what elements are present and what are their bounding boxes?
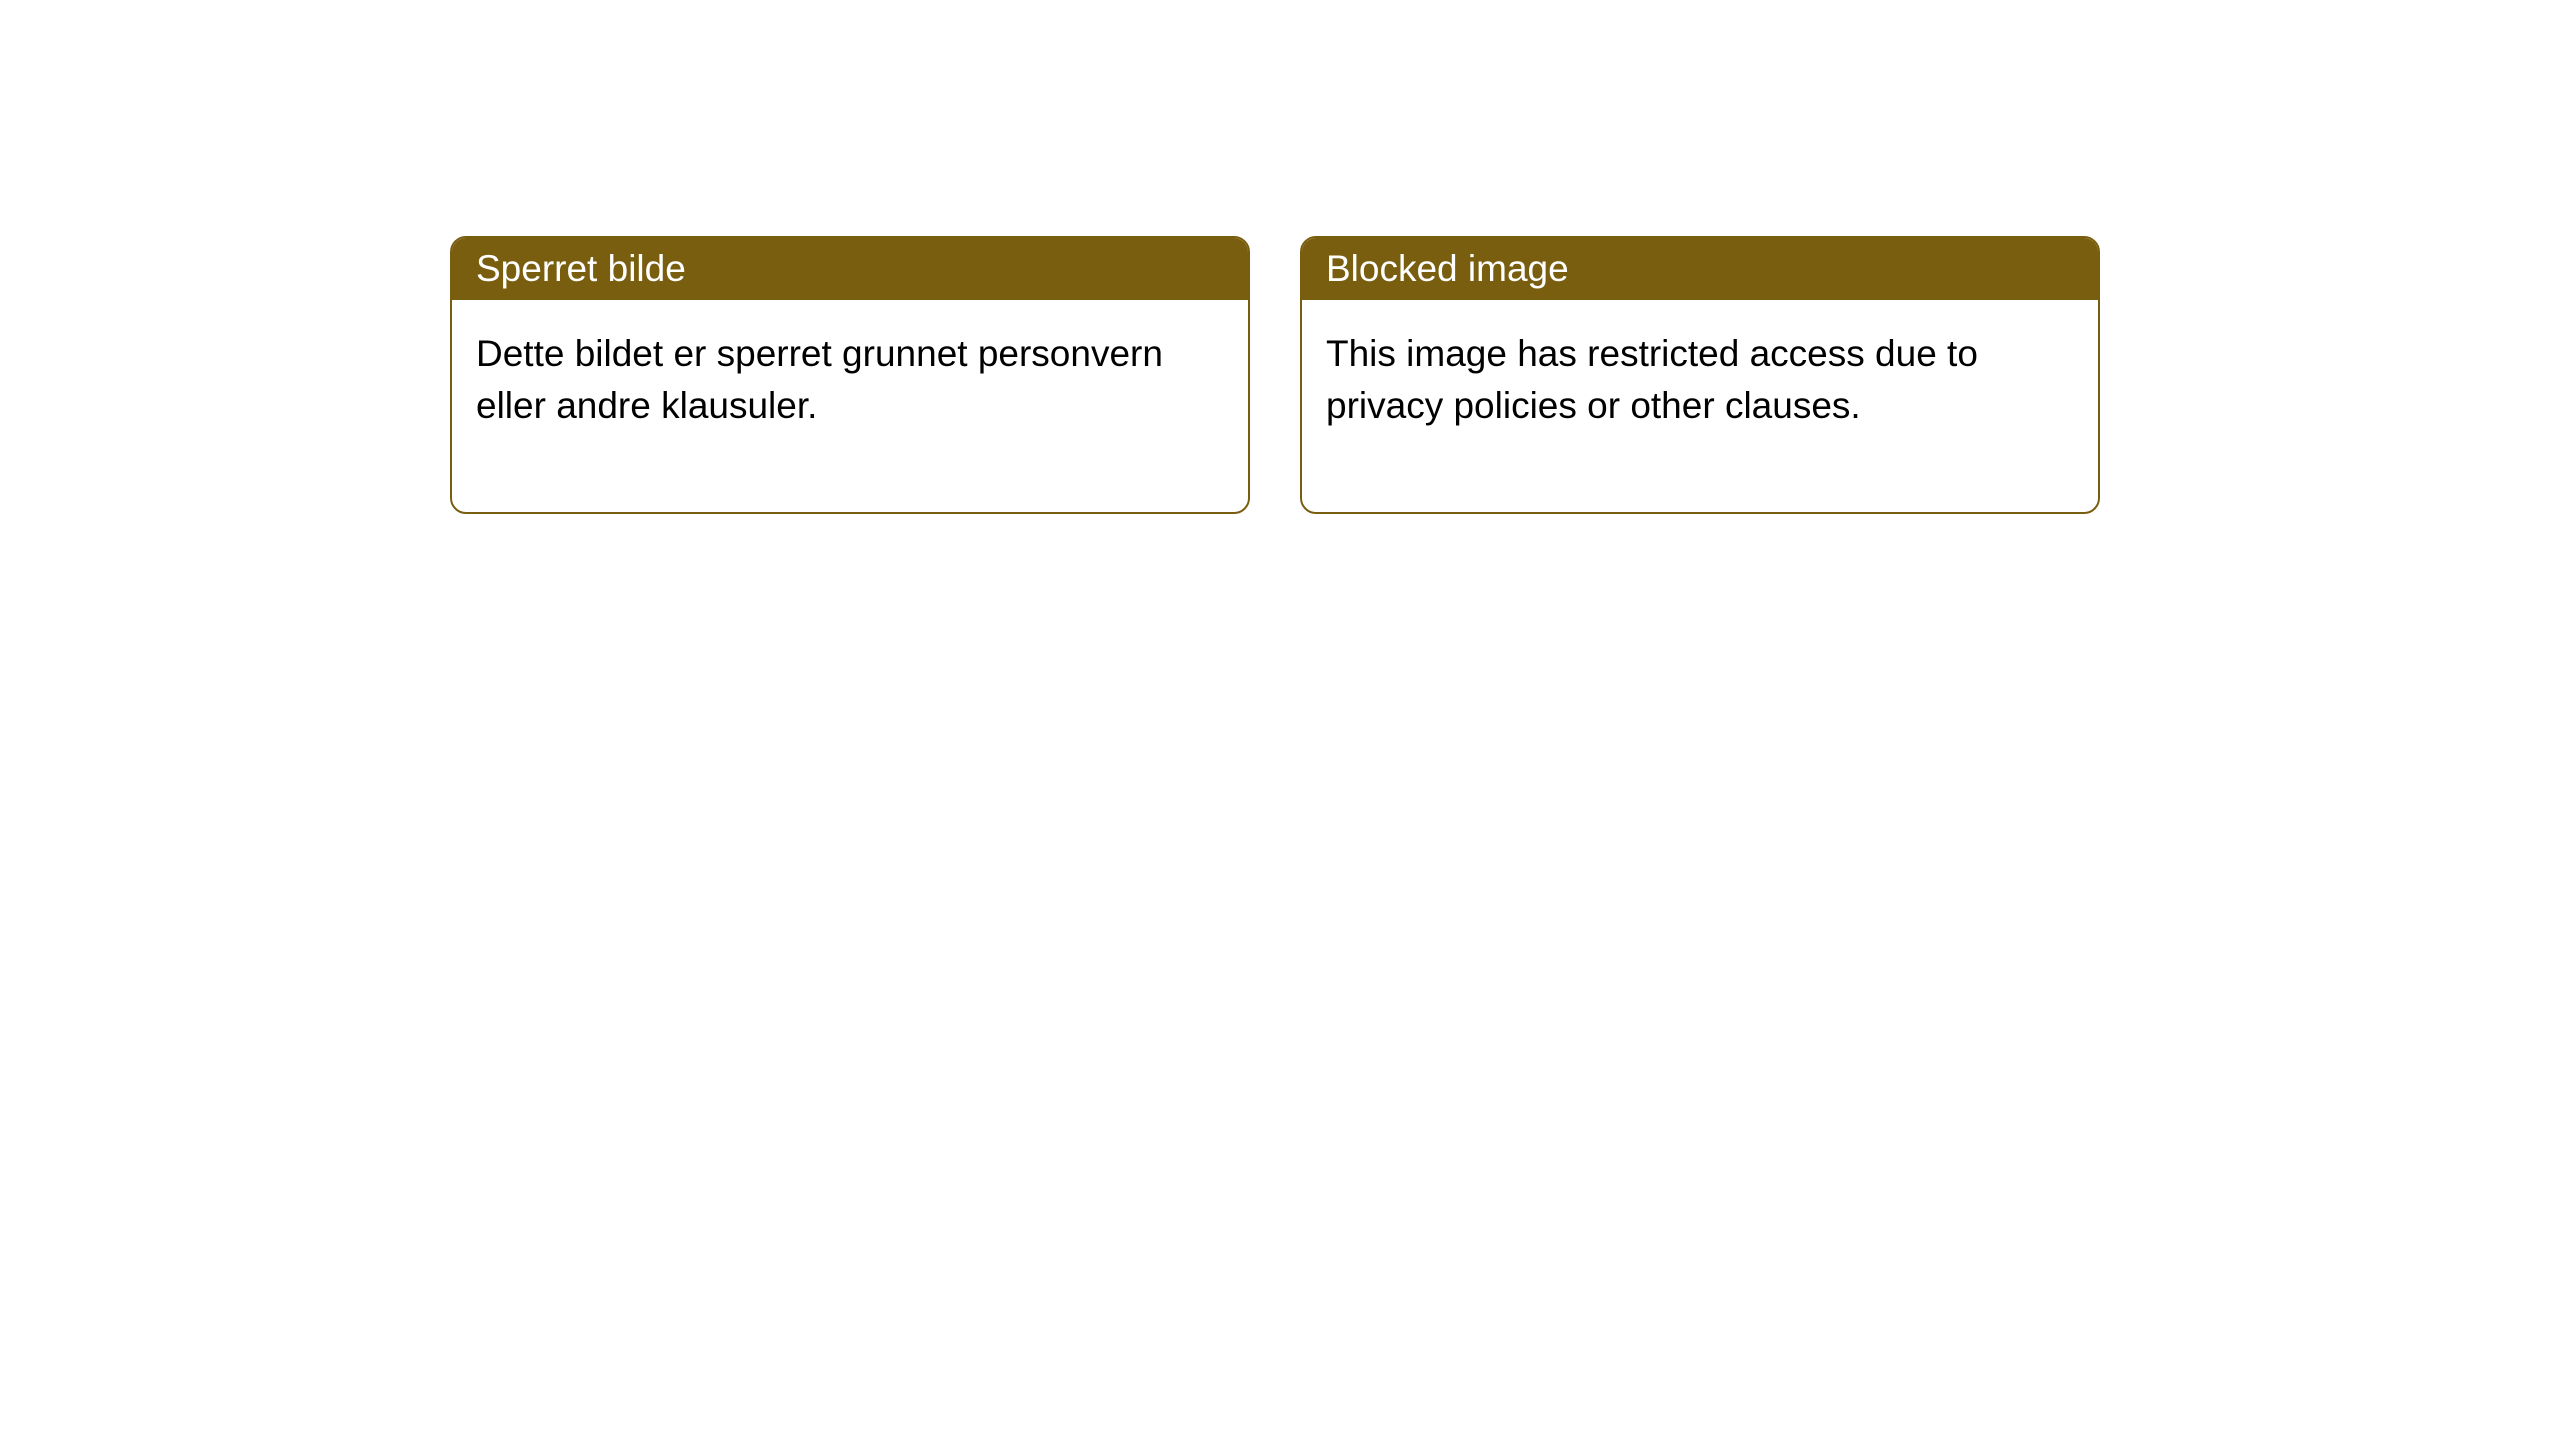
cards-container: Sperret bilde Dette bildet er sperret gr… xyxy=(0,0,2560,514)
card-body-text-english: This image has restricted access due to … xyxy=(1326,333,1978,426)
card-title-norwegian: Sperret bilde xyxy=(476,248,686,289)
card-body-text-norwegian: Dette bildet er sperret grunnet personve… xyxy=(476,333,1163,426)
card-body-norwegian: Dette bildet er sperret grunnet personve… xyxy=(452,300,1248,512)
blocked-image-card-norwegian: Sperret bilde Dette bildet er sperret gr… xyxy=(450,236,1250,514)
blocked-image-card-english: Blocked image This image has restricted … xyxy=(1300,236,2100,514)
card-header-norwegian: Sperret bilde xyxy=(452,238,1248,300)
card-body-english: This image has restricted access due to … xyxy=(1302,300,2098,512)
card-header-english: Blocked image xyxy=(1302,238,2098,300)
card-title-english: Blocked image xyxy=(1326,248,1569,289)
